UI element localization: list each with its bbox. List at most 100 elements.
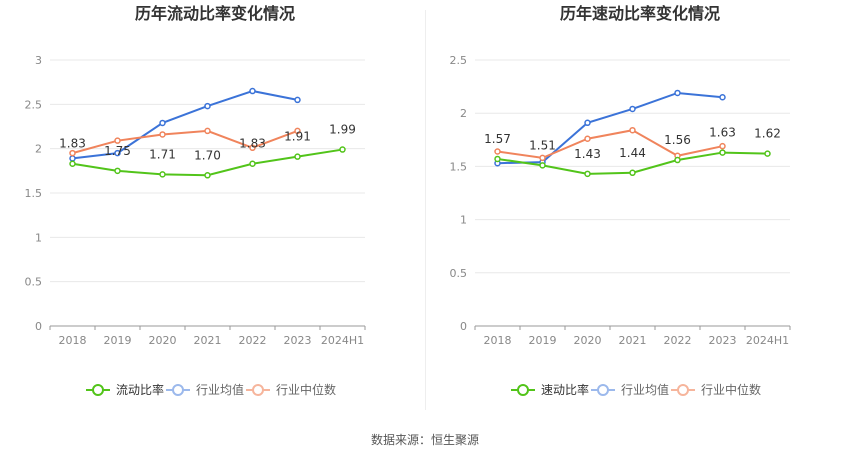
- x-tick-label: 2023: [284, 334, 312, 347]
- data-point: [764, 150, 771, 157]
- current-ratio-panel: 历年流动比率变化情况 0 0.5 1 1.5 2 2.5 3 2018 2019 2020 2021 2…: [0, 0, 425, 415]
- data-point: [294, 96, 301, 104]
- data-label: 1.63: [709, 126, 736, 140]
- data-point: [249, 160, 256, 167]
- data-point: [629, 126, 636, 134]
- data-label: 1.83: [59, 137, 86, 151]
- chart-title: 历年流动比率变化情况: [135, 4, 295, 23]
- data-point: [249, 144, 256, 152]
- x-tick-label: 2019: [104, 334, 132, 347]
- y-tick-label: 0.5: [450, 267, 468, 280]
- data-label: 1.99: [329, 123, 356, 137]
- x-tick-label: 2022: [664, 334, 692, 347]
- data-label: 1.62: [754, 127, 781, 141]
- x-tick-label: 2021: [619, 334, 647, 347]
- x-tick-label: 2024H1: [321, 334, 364, 347]
- legend-label: 速动比率: [541, 382, 589, 397]
- data-point: [539, 162, 546, 169]
- legend-marker: [677, 384, 689, 396]
- x-tick-label: 2022: [239, 334, 267, 347]
- data-point: [339, 146, 346, 153]
- data-point: [584, 170, 591, 178]
- legend-marker: [252, 384, 264, 396]
- current-ratio-chart: 历年流动比率变化情况 0 0.5 1 1.5 2 2.5 3 2018 2019 2020 2021 2…: [25, 4, 366, 397]
- y-tick-label: 2.5: [450, 54, 468, 67]
- data-label: 1.83: [239, 137, 266, 151]
- y-tick-label: 2: [460, 107, 467, 120]
- data-point: [719, 93, 726, 101]
- data-point: [204, 127, 211, 135]
- data-point: [539, 154, 546, 162]
- data-label: 1.71: [149, 147, 176, 161]
- series-line: [497, 91, 723, 165]
- legend-label: 行业均值: [621, 382, 669, 397]
- data-point: [159, 119, 166, 127]
- data-label: 1.91: [284, 130, 311, 144]
- data-point: [204, 102, 211, 110]
- data-point: [159, 131, 166, 138]
- data-label: 1.44: [619, 146, 646, 160]
- legend-label: 流动比率: [116, 382, 164, 397]
- legend-item[interactable]: 行业均值: [591, 382, 669, 397]
- series-line: [72, 129, 298, 155]
- data-label: 1.70: [194, 148, 221, 162]
- legend-marker: [597, 384, 609, 396]
- y-tick-label: 0.5: [25, 276, 43, 289]
- data-point: [249, 87, 256, 95]
- legend-marker: [172, 384, 184, 396]
- y-tick-label: 1: [35, 231, 42, 244]
- data-label: 1.51: [529, 138, 556, 152]
- data-point: [204, 172, 211, 179]
- data-point: [114, 149, 121, 157]
- data-point: [719, 142, 726, 150]
- legend-marker: [517, 384, 529, 396]
- quick-ratio-panel: 历年速动比率变化情况 0 0.5 1 1.5 2 2.5 2018 2019 2020 2021 20…: [425, 0, 850, 415]
- legend-label: 行业均值: [196, 382, 244, 397]
- y-tick-label: 1.5: [25, 187, 43, 200]
- series-line: [72, 90, 298, 160]
- x-tick-label: 2023: [709, 334, 737, 347]
- y-tick-label: 0: [35, 320, 42, 333]
- data-label: 1.56: [664, 133, 691, 147]
- data-point: [674, 89, 681, 97]
- legend-item[interactable]: 行业中位数: [671, 382, 761, 397]
- panel-divider: [425, 10, 426, 410]
- quick-ratio-chart: 历年速动比率变化情况 0 0.5 1 1.5 2 2.5 2018 2019 2020 2021 20…: [450, 4, 791, 397]
- legend-item[interactable]: 流动比率: [86, 382, 164, 397]
- legend-label: 行业中位数: [276, 382, 336, 397]
- data-label: 1.57: [484, 132, 511, 146]
- x-tick-label: 2020: [574, 334, 602, 347]
- data-point: [629, 169, 636, 177]
- legend-item[interactable]: 行业中位数: [246, 382, 336, 397]
- legend-item[interactable]: 行业均值: [166, 382, 244, 397]
- data-label: 1.75: [104, 144, 131, 158]
- data-point: [294, 127, 301, 135]
- data-point: [719, 149, 726, 156]
- data-point: [584, 119, 591, 127]
- y-tick-label: 2.5: [25, 98, 43, 111]
- data-point: [159, 171, 166, 178]
- x-tick-label: 2020: [149, 334, 177, 347]
- x-tick-label: 2021: [194, 334, 222, 347]
- data-point: [114, 167, 121, 175]
- data-label: 1.43: [574, 147, 601, 161]
- y-tick-label: 1.5: [450, 160, 468, 173]
- legend-marker: [92, 384, 104, 396]
- data-point: [629, 105, 636, 113]
- data-source-footer: 数据来源：恒生聚源: [370, 433, 479, 447]
- data-point: [294, 153, 301, 160]
- data-point: [69, 160, 76, 167]
- legend-item[interactable]: 速动比率: [511, 382, 589, 397]
- data-point: [494, 148, 501, 155]
- x-tick-label: 2019: [529, 334, 557, 347]
- data-point: [114, 137, 121, 144]
- data-point: [674, 156, 681, 164]
- chart-title: 历年速动比率变化情况: [560, 4, 720, 23]
- x-tick-label: 2018: [484, 334, 512, 347]
- data-point: [69, 155, 76, 162]
- y-tick-label: 1: [460, 214, 467, 227]
- x-tick-label: 2024H1: [746, 334, 789, 347]
- series-line: [497, 129, 723, 159]
- y-tick-label: 0: [460, 320, 467, 333]
- y-tick-label: 3: [35, 54, 42, 67]
